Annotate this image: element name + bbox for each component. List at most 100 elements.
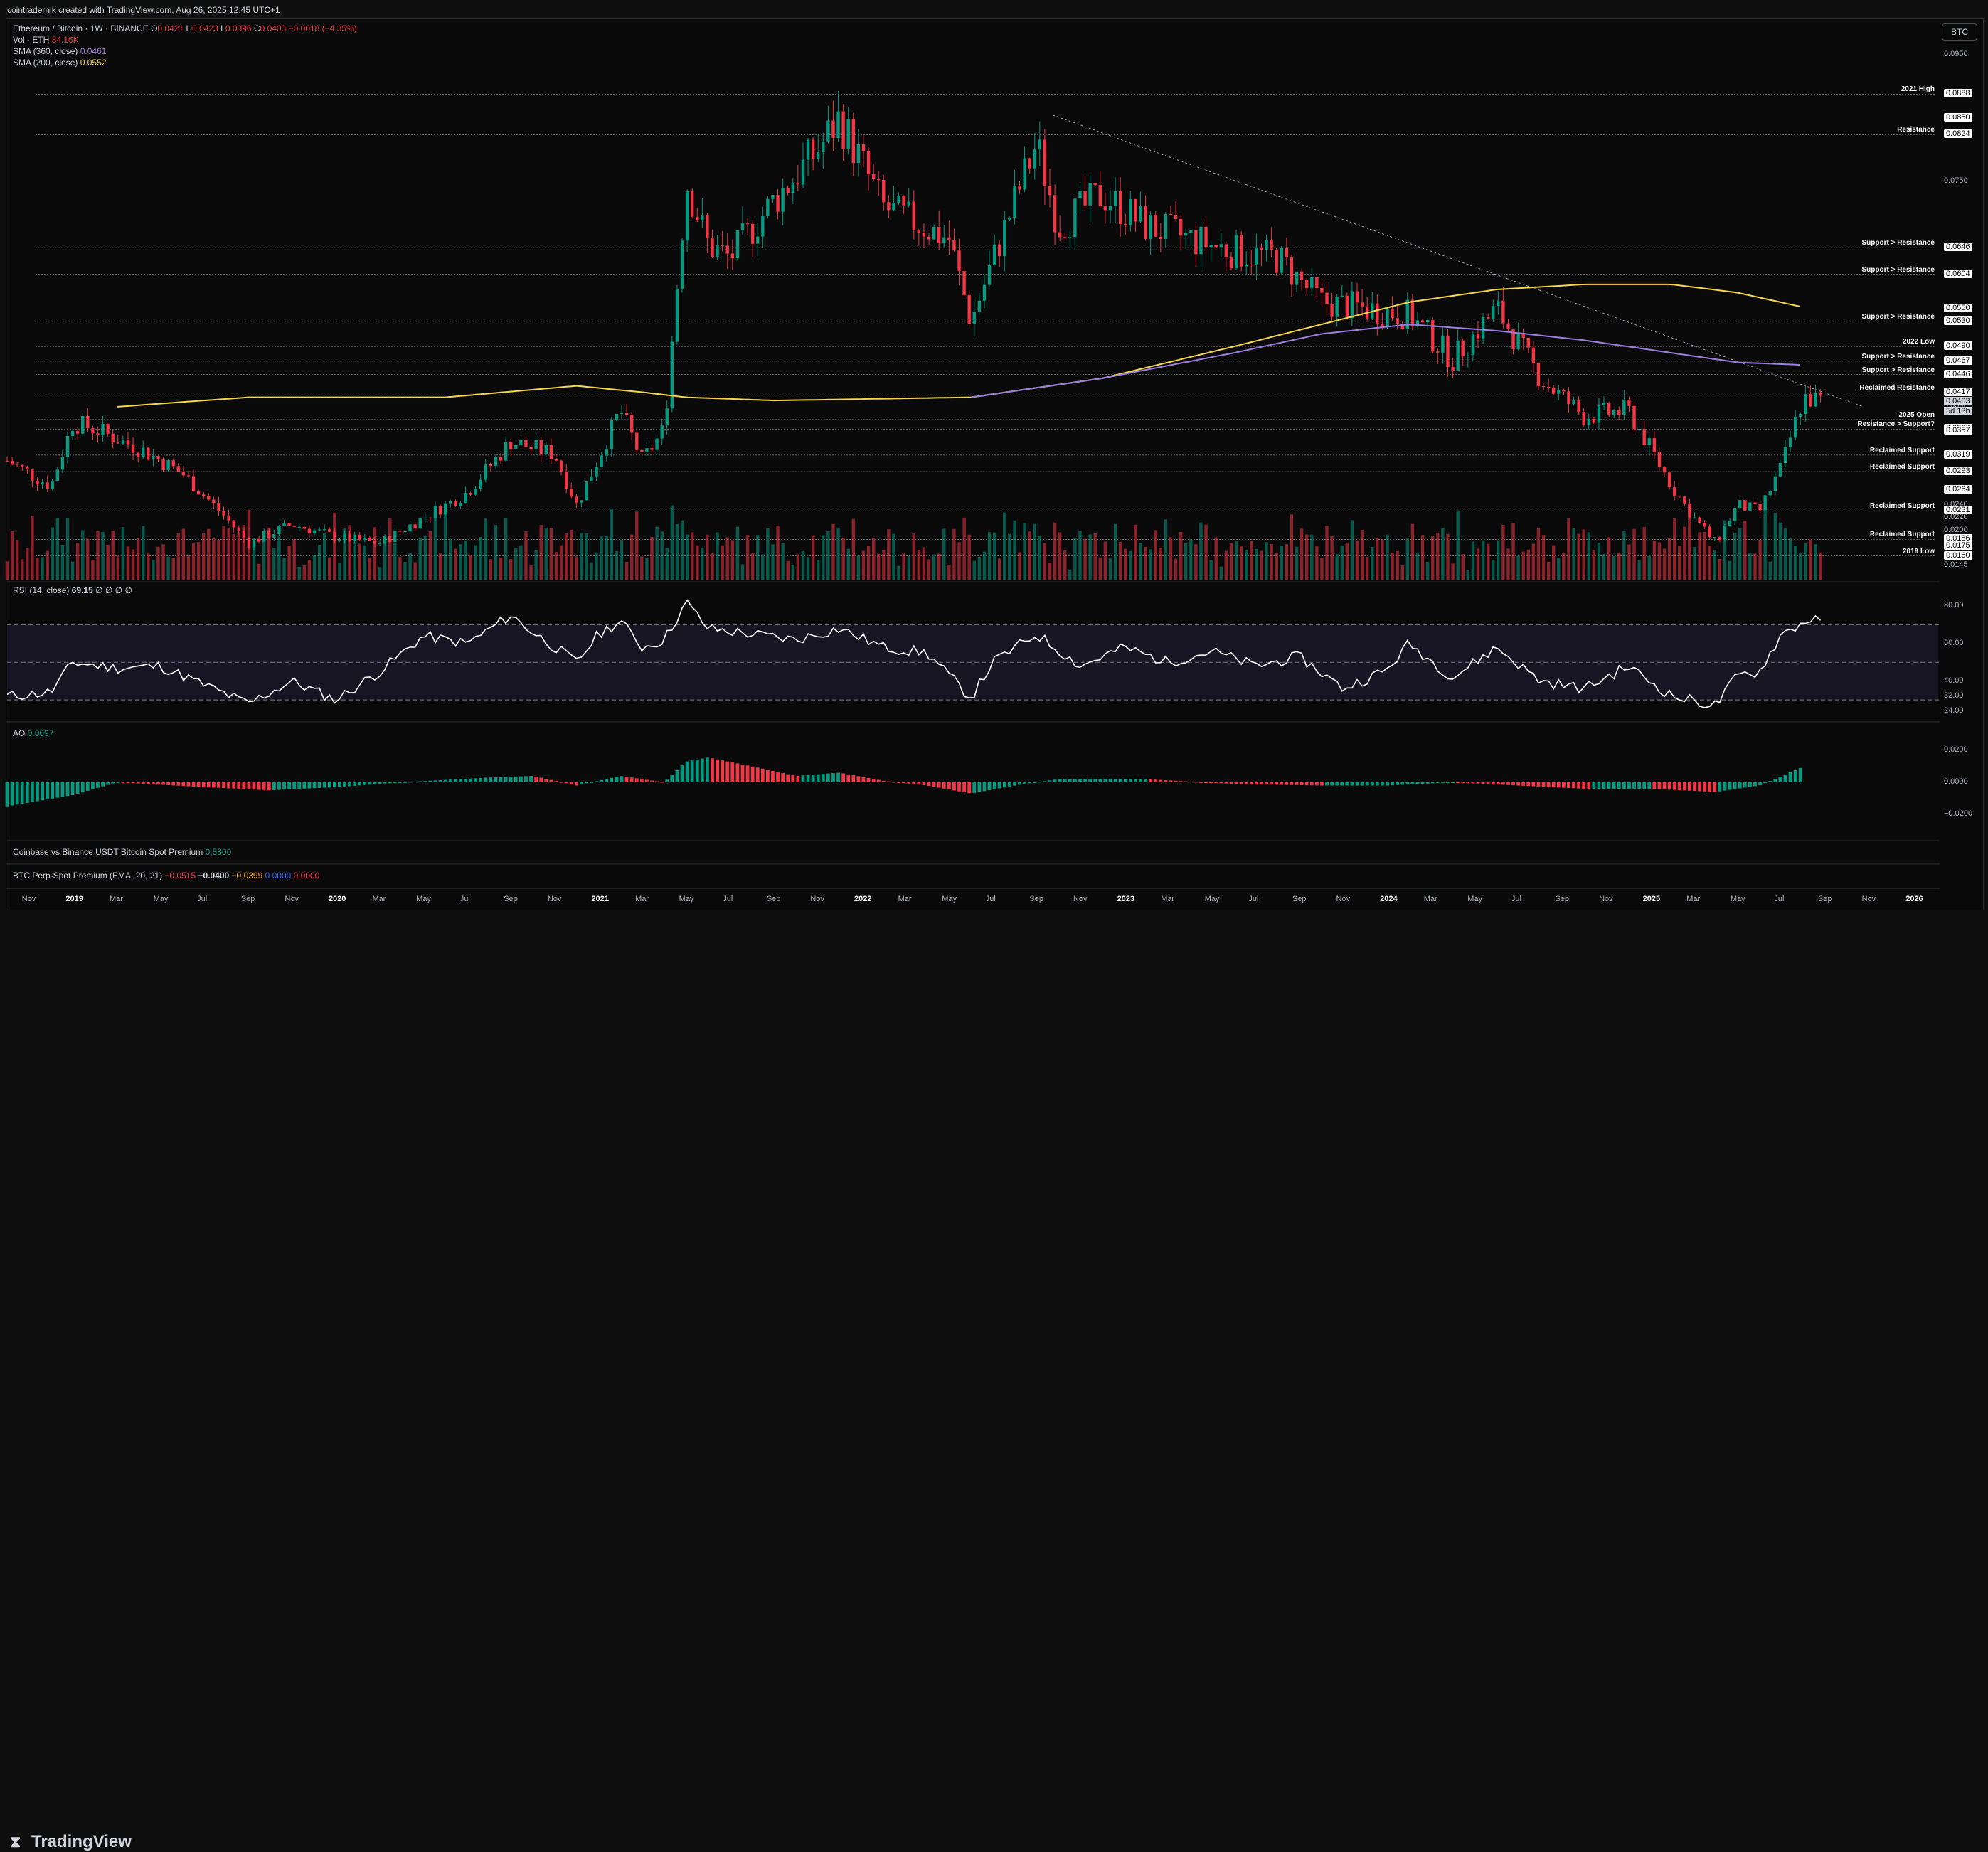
level-label: 2025 Open	[1898, 410, 1935, 419]
candle-body	[791, 183, 795, 193]
candle-body	[1461, 340, 1465, 357]
candle-body	[96, 433, 100, 435]
ao-bar	[1093, 779, 1097, 782]
volume-bar	[1738, 528, 1742, 580]
ao-bar	[1798, 767, 1802, 782]
volume-bar	[1204, 524, 1208, 580]
rsi-tick: 60.00	[1944, 638, 1964, 647]
volume-bar	[1718, 559, 1722, 580]
ao-bar	[322, 782, 326, 788]
candle-body	[70, 431, 75, 436]
ao-bar	[735, 763, 740, 782]
ao-bar	[1375, 782, 1379, 786]
ao-bar	[1511, 782, 1515, 786]
candle-body	[1299, 271, 1304, 280]
ao-bar	[655, 781, 659, 782]
volume-bar	[761, 554, 765, 580]
candle-body	[1053, 195, 1057, 233]
candle-body	[1340, 295, 1344, 297]
sma360-line	[970, 324, 1800, 398]
volume-bar	[1144, 546, 1147, 580]
ao-bar	[1672, 782, 1676, 790]
candle-body	[564, 471, 568, 489]
candle-body	[1159, 236, 1163, 240]
ao-bar	[1118, 779, 1122, 782]
ao-bar	[458, 779, 462, 782]
chart-frame[interactable]	[6, 18, 1984, 910]
volume-bar	[111, 531, 115, 580]
main-chart-svg[interactable]	[0, 0, 1988, 952]
candle-body	[509, 442, 513, 449]
volume-bar	[1415, 552, 1420, 580]
volume-bar	[740, 564, 745, 580]
ao-bar	[453, 779, 457, 782]
candle-body	[690, 191, 694, 217]
candle-body	[1038, 139, 1042, 150]
ao-bar	[106, 782, 110, 785]
volume-bar	[1622, 531, 1626, 580]
candle-body	[635, 432, 639, 450]
volume-bar	[952, 528, 956, 580]
volume-bar	[368, 558, 372, 580]
time-axis-month: May	[1467, 895, 1483, 903]
volume-bar	[428, 531, 432, 580]
candle-body	[624, 413, 629, 415]
candle-body	[1043, 139, 1047, 186]
time-axis-month: Mar	[1161, 895, 1175, 903]
volume-bar	[912, 533, 915, 580]
time-axis-year: 2024	[1380, 895, 1398, 903]
ao-bar	[1783, 774, 1787, 782]
volume-bar	[1778, 522, 1782, 580]
time-axis-year: 2021	[591, 895, 609, 903]
volume-bar	[1260, 550, 1263, 580]
ao-bar	[730, 762, 735, 782]
volume-bar	[1481, 541, 1485, 580]
candle-body	[479, 479, 482, 489]
candle-body	[1637, 428, 1641, 430]
candle-body	[106, 424, 110, 434]
volume-bar	[711, 553, 714, 580]
volume-bar	[529, 565, 533, 580]
candle-body	[1642, 428, 1646, 445]
time-axis-month: Mar	[898, 895, 912, 903]
candle-body	[1511, 329, 1515, 349]
ao-bar	[1174, 780, 1178, 782]
ao-bar	[1703, 782, 1707, 792]
volume-bar	[1073, 538, 1077, 580]
volume-bar	[660, 531, 664, 580]
volume-bar	[922, 547, 926, 580]
ao-bar	[1738, 782, 1742, 789]
volume-bar	[524, 531, 528, 580]
ao-bar	[1667, 782, 1671, 790]
volume-bar	[877, 553, 881, 580]
volume-bar	[1567, 518, 1570, 580]
time-axis-year: 2020	[328, 895, 346, 903]
volume-bar	[1245, 549, 1248, 580]
premium-value: 0.5800	[205, 847, 232, 857]
ao-bar	[20, 782, 24, 804]
ao-bar	[262, 782, 266, 790]
candle-body	[1602, 403, 1606, 405]
candle-body	[650, 448, 654, 450]
volume-bar	[322, 533, 326, 580]
candle-body	[10, 461, 14, 465]
ao-bar	[942, 782, 946, 789]
footer: ⧗ TradingView	[0, 910, 1988, 1851]
ao-bar	[962, 782, 967, 793]
volume-bar	[1431, 536, 1435, 580]
brand-logo[interactable]: ⧗ TradingView	[10, 1832, 132, 1852]
price-level-box: 0.0646	[1944, 243, 1972, 252]
time-axis-month: Mar	[372, 895, 386, 903]
rsi-band	[7, 624, 1938, 701]
ao-bar	[1793, 770, 1797, 782]
candle-body	[1189, 230, 1193, 233]
volume-bar	[343, 528, 346, 580]
candle-body	[1748, 502, 1752, 511]
ao-bar	[1718, 782, 1722, 792]
volume-bar	[1003, 512, 1006, 580]
currency-button[interactable]: BTC	[1942, 23, 1977, 41]
ao-bar	[1088, 779, 1093, 782]
candle-body	[1446, 335, 1450, 368]
candle-body	[272, 533, 276, 538]
volume-bar	[564, 533, 568, 580]
